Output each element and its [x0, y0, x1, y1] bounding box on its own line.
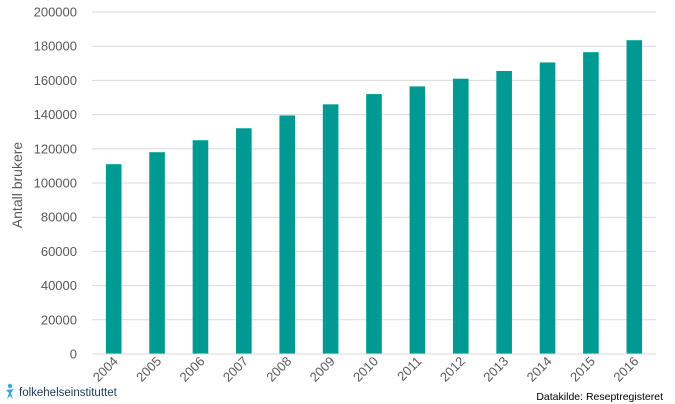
x-tick-label: 2008 [263, 354, 294, 385]
y-axis-title: Antall brukere [9, 142, 25, 229]
bar-2006 [192, 140, 209, 354]
x-tick-label: 2012 [437, 354, 468, 385]
x-tick-label: 2007 [220, 354, 251, 385]
y-tick-label: 100000 [34, 176, 77, 191]
logo-text: folkehelseinstituttet [19, 387, 118, 399]
bar-2007 [236, 128, 252, 354]
bar-2004 [105, 164, 122, 354]
bars [105, 40, 643, 355]
x-tick-label: 2004 [90, 354, 121, 385]
x-axis-ticks: 2004 2005 2006 2007 2008 2009 2010 2011 2012 2013… [90, 354, 642, 385]
bar-2012 [452, 78, 469, 354]
x-tick-label: 2014 [524, 354, 555, 385]
y-tick-label: 120000 [34, 141, 77, 156]
y-tick-label: 60000 [41, 244, 77, 259]
bar-2011 [409, 86, 426, 354]
x-tick-label: 2013 [480, 354, 511, 385]
source-note: Datakilde: Reseptregisteret [536, 391, 663, 403]
y-tick-label: 0 [70, 347, 77, 362]
x-tick-label: 2015 [567, 354, 598, 385]
y-axis-ticks: 0 20000 40000 60000 80000 100000 120000 140000 1… [34, 5, 77, 362]
y-tick-label: 140000 [34, 107, 77, 122]
logo: folkehelseinstituttet [6, 383, 118, 399]
bar-2010 [366, 94, 382, 354]
x-tick-label: 2016 [610, 354, 641, 385]
y-tick-label: 200000 [34, 5, 77, 20]
y-tick-label: 80000 [41, 210, 77, 225]
bar-2014 [539, 62, 556, 354]
y-tick-label: 160000 [34, 73, 77, 88]
bar-2015 [583, 52, 599, 355]
y-tick-label: 40000 [41, 278, 77, 293]
x-tick-label: 2006 [177, 354, 208, 385]
bar-2009 [322, 104, 339, 354]
bar-2013 [496, 70, 512, 355]
bar-2008 [279, 115, 296, 354]
y-tick-label: 20000 [41, 312, 77, 327]
bar-2005 [149, 152, 165, 354]
fhi-figure-icon [6, 383, 14, 399]
x-tick-label: 2011 [394, 354, 424, 384]
bar-2016 [626, 40, 643, 355]
x-tick-label: 2010 [350, 354, 381, 385]
x-tick-label: 2005 [133, 354, 164, 385]
y-tick-label: 180000 [34, 39, 77, 54]
x-tick-label: 2009 [307, 354, 338, 385]
